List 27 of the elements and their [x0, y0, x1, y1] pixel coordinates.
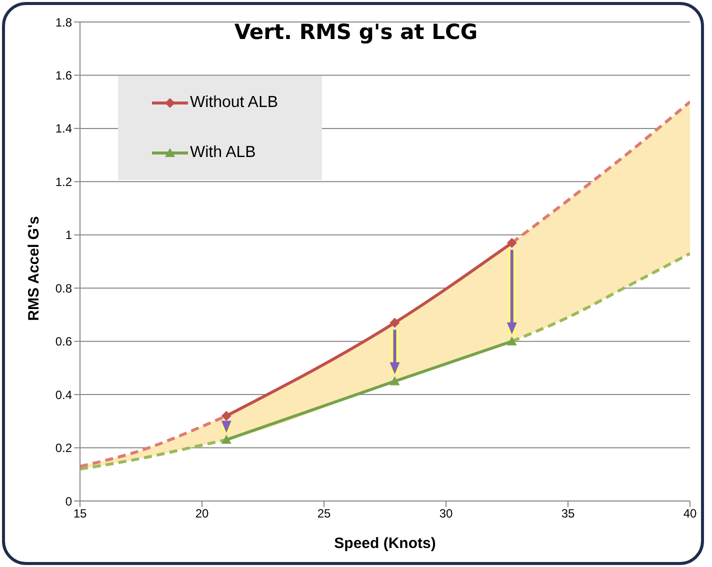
- y-tick-label: 1.6: [55, 68, 72, 82]
- point: [221, 434, 232, 444]
- y-tick-label: 1: [65, 228, 72, 242]
- y-axis-title: RMS Accel G's: [26, 215, 42, 323]
- legend-label: With ALB: [190, 144, 256, 162]
- y-tick-label: 0.4: [55, 388, 72, 402]
- chart-title: Vert. RMS g's at LCG: [234, 20, 478, 44]
- legend-label: Without ALB: [190, 94, 278, 112]
- point: [221, 410, 232, 421]
- x-tick-label: 30: [439, 506, 453, 521]
- point: [506, 336, 517, 346]
- y-tick-label: 1.8: [55, 15, 72, 30]
- y-tick-label: 0.8: [55, 281, 72, 296]
- x-tick-label: 25: [317, 506, 331, 521]
- x-tick-label: 20: [195, 506, 209, 521]
- y-tick-label: 0.6: [55, 334, 72, 349]
- point: [390, 376, 400, 386]
- x-tick-label: 40: [683, 506, 697, 521]
- x-tick-label: 35: [561, 506, 575, 521]
- x-axis-title: Speed (Knots): [333, 535, 437, 552]
- y-tick-label: 1.4: [55, 122, 72, 136]
- y-tick-label: 1.2: [55, 174, 72, 189]
- point: [506, 238, 517, 248]
- y-tick-label: 0.2: [55, 441, 72, 456]
- point: [390, 318, 400, 328]
- x-tick-label: 15: [73, 506, 87, 521]
- y-tick-label: 0: [65, 494, 72, 508]
